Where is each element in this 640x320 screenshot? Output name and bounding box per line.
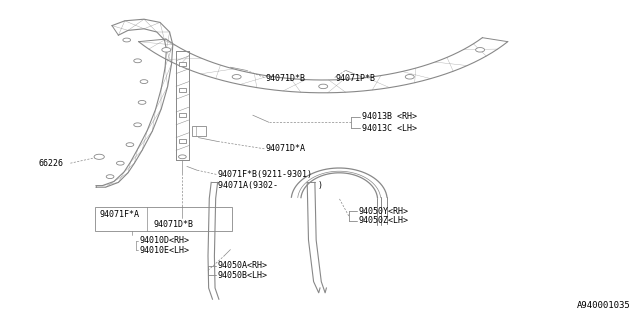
Text: 94050B<LH>: 94050B<LH> bbox=[218, 271, 268, 280]
Text: A940001035: A940001035 bbox=[577, 301, 630, 310]
Bar bbox=[179, 113, 186, 117]
Text: 94071A(9302-        ): 94071A(9302- ) bbox=[218, 181, 323, 190]
Text: 94050Y<RH>: 94050Y<RH> bbox=[358, 207, 408, 216]
Text: 94071D*B: 94071D*B bbox=[266, 74, 306, 83]
Text: 94013C <LH>: 94013C <LH> bbox=[362, 124, 417, 132]
Circle shape bbox=[232, 75, 241, 79]
Bar bbox=[192, 126, 206, 136]
Bar bbox=[179, 88, 186, 92]
Circle shape bbox=[134, 123, 141, 127]
Circle shape bbox=[138, 100, 146, 104]
Text: 94050Z<LH>: 94050Z<LH> bbox=[358, 216, 408, 225]
Text: 94050A<RH>: 94050A<RH> bbox=[218, 261, 268, 270]
Text: 94013B <RH>: 94013B <RH> bbox=[362, 112, 417, 121]
Circle shape bbox=[106, 175, 114, 179]
Circle shape bbox=[126, 143, 134, 147]
Text: 94071F*B(9211-9301): 94071F*B(9211-9301) bbox=[218, 170, 312, 179]
Circle shape bbox=[123, 38, 131, 42]
Text: 66226: 66226 bbox=[38, 159, 63, 168]
Text: 94071P*B: 94071P*B bbox=[336, 74, 376, 83]
Circle shape bbox=[319, 84, 328, 89]
Circle shape bbox=[116, 161, 124, 165]
Bar bbox=[179, 62, 186, 66]
Text: 94071D*A: 94071D*A bbox=[266, 144, 306, 153]
Circle shape bbox=[476, 48, 484, 52]
Text: 94010E<LH>: 94010E<LH> bbox=[140, 246, 189, 255]
Bar bbox=[95, 207, 232, 231]
Circle shape bbox=[162, 48, 171, 52]
Bar bbox=[179, 139, 186, 143]
Circle shape bbox=[179, 155, 186, 159]
Circle shape bbox=[140, 80, 148, 84]
Circle shape bbox=[405, 75, 414, 79]
Text: 94071D*B: 94071D*B bbox=[154, 220, 193, 229]
Circle shape bbox=[134, 59, 141, 63]
Text: 94010D<RH>: 94010D<RH> bbox=[140, 236, 189, 245]
Text: 94071F*A: 94071F*A bbox=[99, 210, 140, 219]
Circle shape bbox=[94, 154, 104, 159]
